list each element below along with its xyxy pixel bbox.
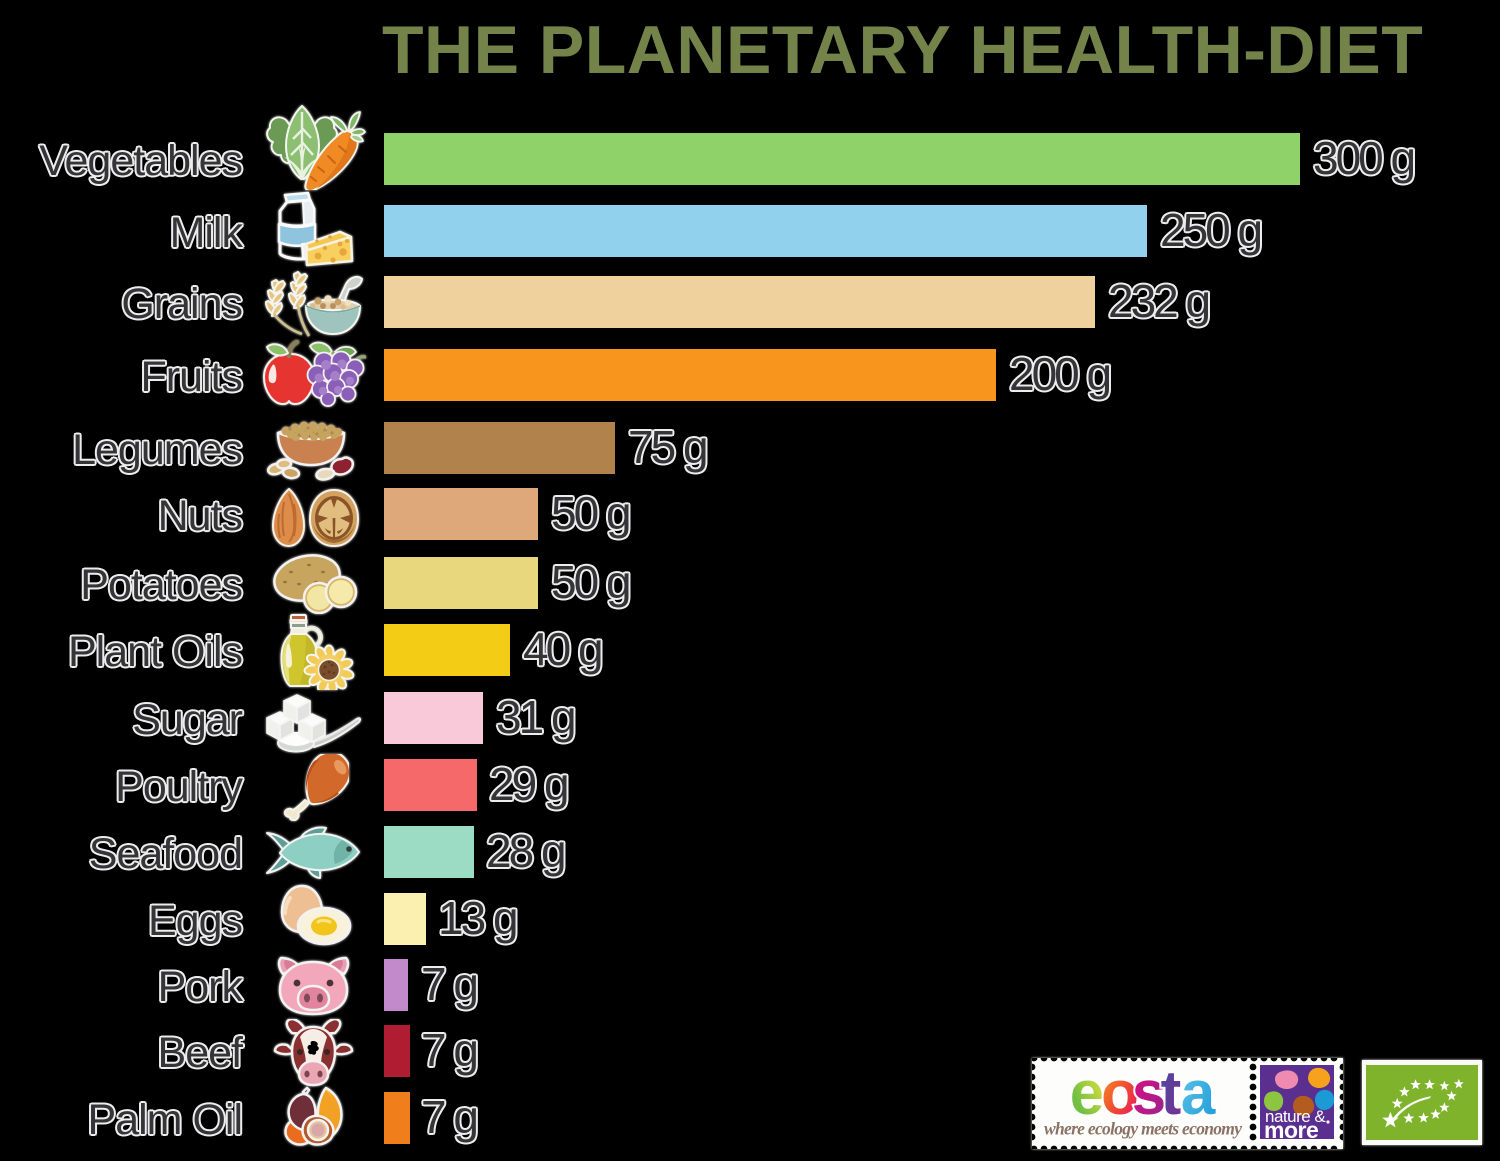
svg-text:e: e xyxy=(1070,1059,1104,1128)
svg-text:where ecology meets economy: where ecology meets economy xyxy=(1044,1119,1242,1139)
svg-text:a: a xyxy=(1181,1059,1216,1128)
svg-text:t: t xyxy=(1161,1059,1182,1128)
svg-text:more: more xyxy=(1264,1117,1318,1143)
svg-text:s: s xyxy=(1132,1059,1166,1128)
svg-text:nature &: nature & xyxy=(1265,1107,1326,1126)
svg-text:o: o xyxy=(1101,1059,1139,1128)
